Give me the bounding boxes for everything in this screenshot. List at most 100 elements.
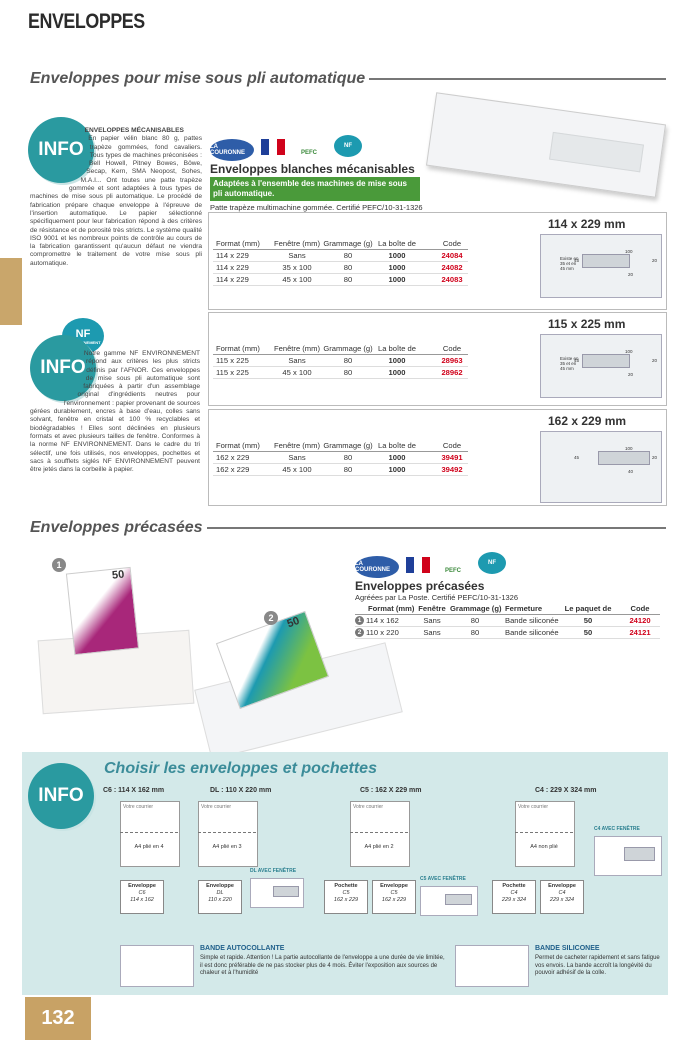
- envelope-card: Pochette C5 162 x 229: [324, 880, 368, 914]
- envelope-diagram: [540, 431, 662, 503]
- envelope-card: Enveloppe DL 110 x 220: [198, 880, 242, 914]
- envelope-kind: Pochette: [502, 883, 526, 889]
- envelope-name: C6: [138, 890, 146, 896]
- info-badge: INFO: [30, 335, 96, 401]
- table-cell: 50: [583, 628, 593, 637]
- envelope-card: Enveloppe C5 162 x 229: [372, 880, 416, 914]
- diagram-dimension: 20: [652, 455, 658, 460]
- envelope-size: 229 x 324: [549, 897, 575, 903]
- rule: [369, 78, 666, 80]
- envelope-size: 162 x 229: [333, 897, 359, 903]
- table-cell: 115 x 225: [216, 356, 249, 365]
- size-label: 114 x 229 mm: [548, 217, 626, 231]
- envelope-size: 110 x 220: [208, 897, 232, 903]
- row-rule: [213, 366, 468, 367]
- paper-sheet: [198, 801, 258, 867]
- column-header: Le paquet de: [564, 604, 612, 613]
- paper-sheet: [120, 801, 180, 867]
- fold-label: A4 plié en 2: [364, 844, 394, 850]
- rule: [206, 527, 666, 529]
- header-rule: [213, 354, 468, 355]
- decoration: [406, 557, 414, 573]
- info-badge: INFO: [28, 117, 94, 183]
- band-title: BANDE SILICONEE: [535, 945, 600, 952]
- row-rule: [213, 463, 468, 464]
- envelope-name: C5: [342, 890, 350, 896]
- column-header: Fenêtre: [418, 604, 446, 613]
- diagram-dimension: 100: [625, 446, 633, 451]
- column-header: La boîte de: [377, 344, 416, 353]
- table-cell: 45 x 100: [282, 275, 312, 284]
- envelope-kind: Enveloppe: [548, 883, 576, 889]
- format-title: DL : 110 X 220 mm: [210, 787, 272, 794]
- window-label: C4 AVEC FENÊTRE: [594, 826, 640, 832]
- table-cell: 80: [343, 453, 353, 462]
- product-code: 24121: [629, 628, 651, 637]
- product-note: Agréées par La Poste. Certifié PEFC/10-3…: [355, 593, 519, 602]
- column-header: Format (mm): [368, 604, 415, 613]
- band-text: Simple et rapide. Attention ! La partie …: [200, 955, 445, 976]
- table-cell: 35 x 100: [282, 263, 312, 272]
- window-label: DL AVEC FENÊTRE: [250, 868, 297, 874]
- paper-sheet: [515, 801, 575, 867]
- table-cell: 50: [583, 616, 593, 625]
- size-label: 115 x 225 mm: [548, 317, 626, 331]
- window-diagram: [598, 451, 650, 465]
- product-name: Enveloppes blanches mécanisables: [210, 162, 415, 176]
- side-tab: [0, 258, 22, 325]
- table-cell: 80: [470, 628, 480, 637]
- diagram-dimension: 40: [628, 469, 634, 474]
- decoration: [414, 557, 422, 573]
- product-code: 39491: [441, 453, 463, 462]
- page-number: 132: [25, 997, 91, 1040]
- logo: LA COURONNE: [355, 556, 399, 578]
- size-label: 162 x 229 mm: [548, 414, 627, 428]
- logo: PEFC: [300, 150, 317, 156]
- logo: PEFC: [444, 568, 461, 574]
- window-cutout: [445, 894, 473, 905]
- info-block: Notre gamme NF ENVIRONNEMENT répond aux …: [30, 350, 200, 474]
- envelope-card: Enveloppe C4 229 x 324: [540, 880, 584, 914]
- table-cell: 1000: [388, 251, 406, 260]
- diagram-note: Existe en 35 et en 45 mm: [560, 256, 579, 271]
- band-illustration: [120, 945, 194, 987]
- fold-label: A4 plié en 3: [212, 844, 242, 850]
- table-cell: 114 x 229: [216, 251, 249, 260]
- window-cutout: [273, 886, 299, 897]
- table-cell: 80: [343, 465, 353, 474]
- table-cell: 114 x 229: [216, 275, 249, 284]
- table-cell: 162 x 229: [216, 453, 250, 462]
- column-header: Grammage (g): [450, 604, 502, 613]
- logo: NF: [334, 135, 362, 157]
- row-badge: 1: [355, 616, 364, 625]
- info-block: ENVELOPPES MÉCANISABLES En papier vélin …: [30, 127, 202, 268]
- fold-line: [198, 832, 256, 833]
- product-code: 28962: [441, 368, 463, 377]
- page-title: ENVELOPPES: [28, 10, 145, 33]
- column-header: Code: [442, 441, 462, 450]
- envelope-card: Pochette C4 229 x 324: [492, 880, 536, 914]
- diagram-dimension: 45: [574, 258, 580, 263]
- row-rule: [213, 378, 468, 379]
- envelope-name: C4: [558, 890, 566, 896]
- table-cell: 114 x 162: [366, 616, 399, 625]
- diagram-dimension: 20: [652, 358, 658, 363]
- fold-label: A4 plié en 4: [134, 844, 164, 850]
- column-header: Fenêtre (mm): [274, 239, 320, 248]
- section-heading: Enveloppes pour mise sous pli automatiqu…: [30, 70, 666, 88]
- table-cell: 1000: [388, 368, 406, 377]
- decoration: [261, 139, 269, 155]
- column-header: Grammage (g): [323, 239, 373, 248]
- product-code: 28963: [441, 356, 463, 365]
- row-rule: [355, 638, 660, 639]
- decoration: [422, 557, 430, 573]
- column-header: Fenêtre (mm): [274, 344, 320, 353]
- row-rule: [213, 273, 468, 274]
- column-header: Code: [630, 604, 650, 613]
- table-cell: 110 x 220: [366, 628, 399, 637]
- window-diagram: [582, 354, 630, 368]
- table-cell: 80: [470, 616, 480, 625]
- table-cell: 45 x 100: [282, 465, 312, 474]
